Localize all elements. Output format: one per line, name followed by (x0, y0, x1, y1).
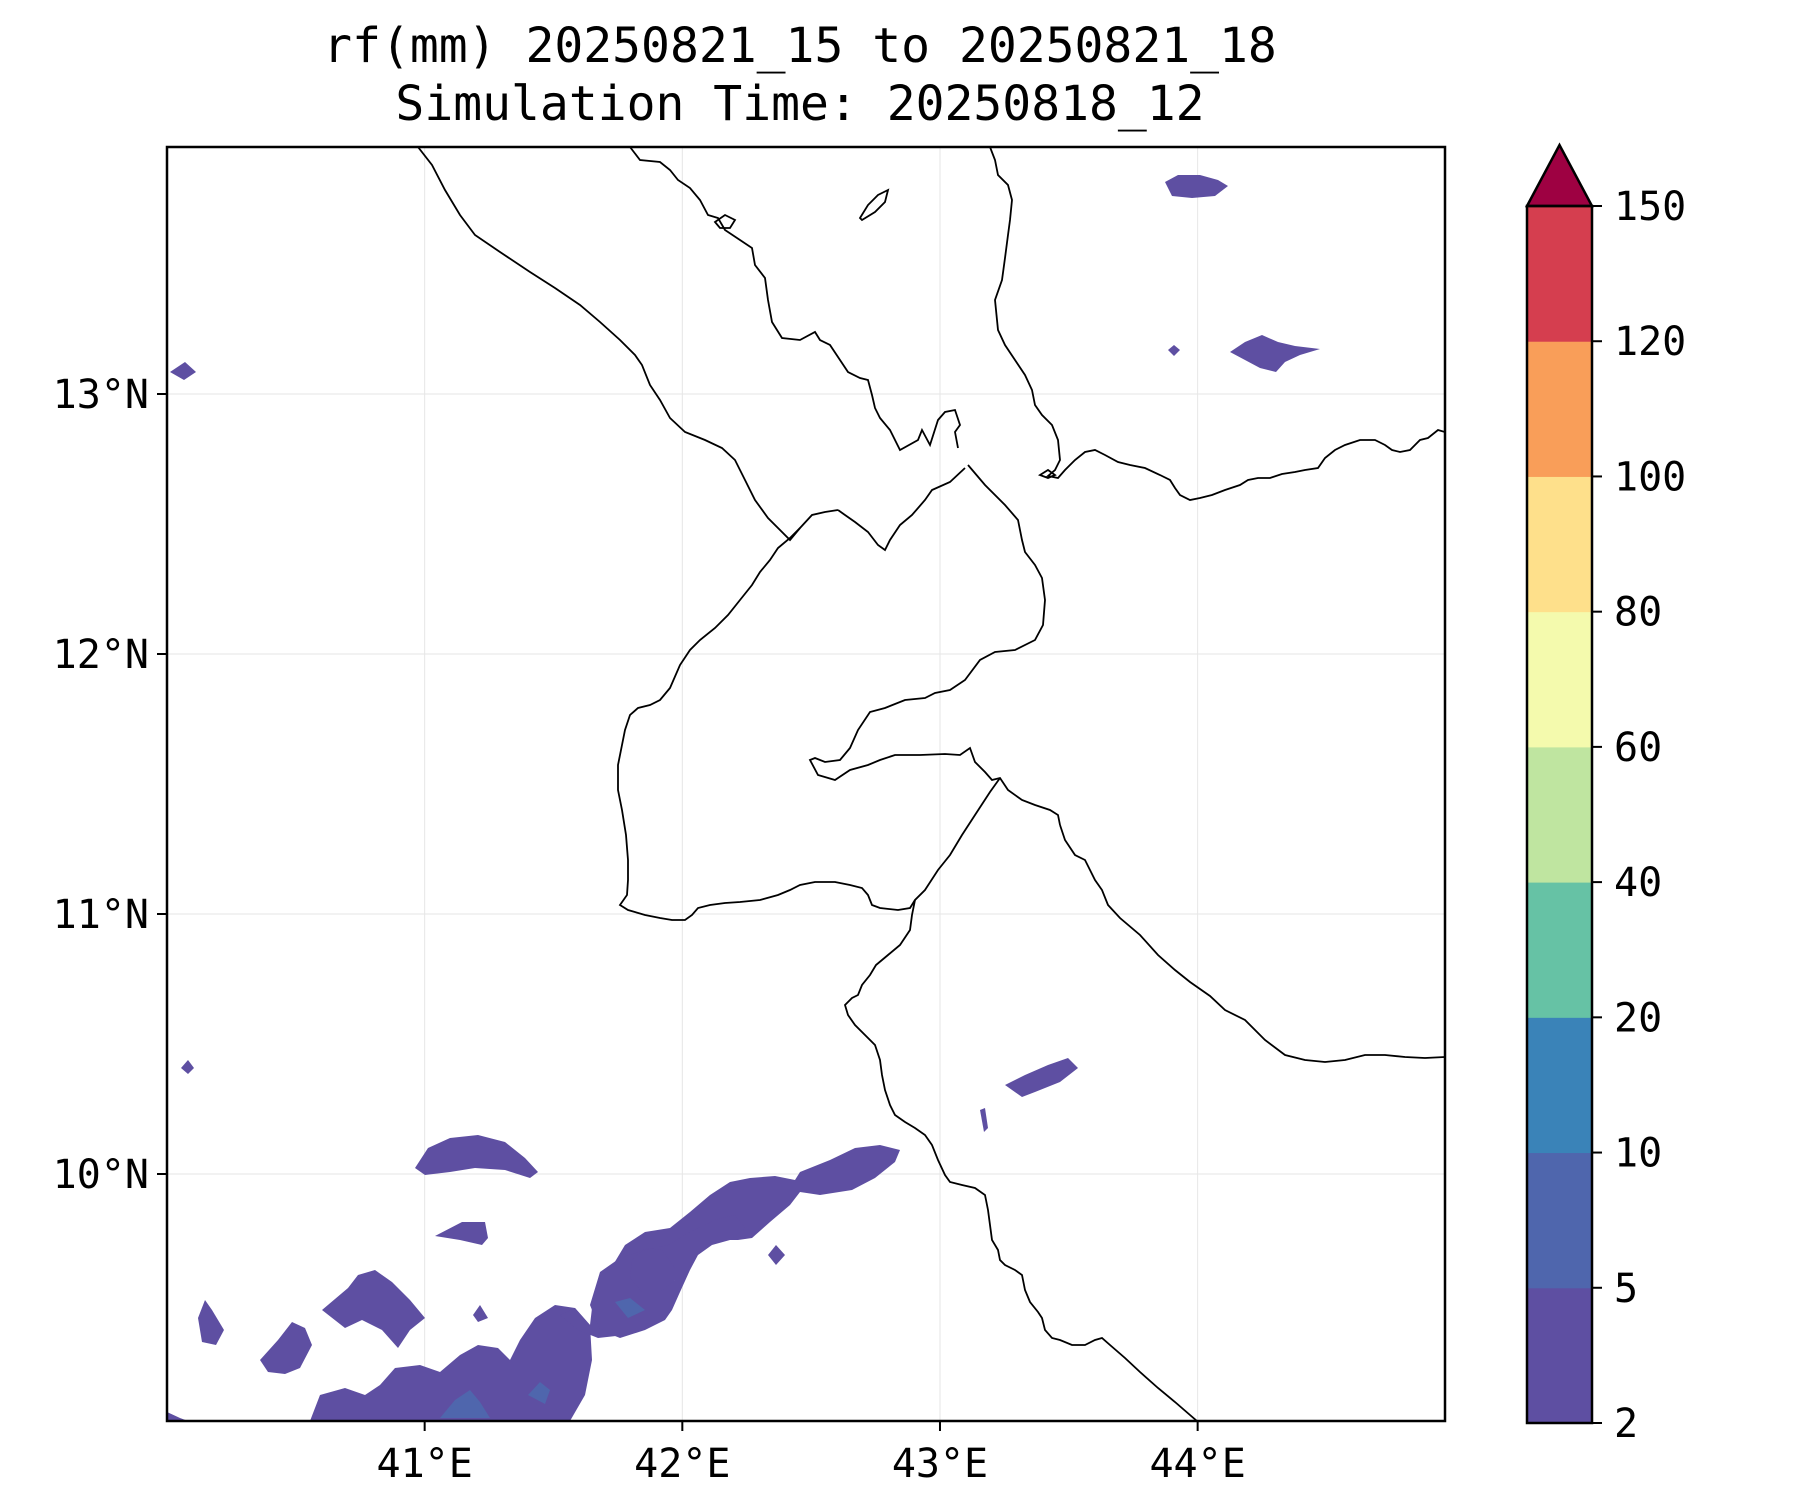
colorbar-frame (1525, 204, 1594, 1425)
colorbar-extend-arrow (1524, 142, 1595, 208)
map-title-line2: Simulation Time: 20250818_12 (395, 76, 1204, 132)
rain-area-central-chain (560, 1145, 900, 1338)
rain-area-sw-small-1 (198, 1300, 224, 1345)
rain-area-north-3 (1168, 345, 1180, 356)
rain-area-sw-cluster (310, 1305, 592, 1421)
colorbar-tick-label: 100 (1614, 454, 1686, 500)
rain-area-core-5mm (440, 1298, 645, 1418)
colorbar-segment (1527, 1152, 1592, 1289)
red-sea-west-coast (629, 147, 961, 452)
map-frame (165, 145, 1447, 1423)
somalia-ethiopia-border (843, 899, 1198, 1421)
tick-label-lat: 10°N (53, 1152, 149, 1198)
colorbar-tick-label: 2 (1614, 1401, 1638, 1447)
colorbar-tick-label: 150 (1614, 184, 1686, 230)
rainfall-areas (167, 175, 1320, 1421)
gulf-of-aden-coast (1059, 824, 1445, 1063)
gulf-of-tadjoura (808, 464, 1061, 826)
ethiopia-djibouti-border (617, 527, 1001, 921)
rain-area-west-edge (170, 362, 196, 380)
tick-label-lon: 44°E (1149, 1441, 1245, 1487)
tick-label-lat: 12°N (53, 632, 149, 678)
rain-area-north-1 (1165, 175, 1228, 198)
tick-label-lat: 13°N (53, 372, 149, 418)
colorbar-segment (1527, 882, 1592, 1018)
colorbar-segment (1527, 341, 1592, 477)
rain-area-west-dot (181, 1060, 194, 1074)
rain-area-west-10n (415, 1135, 538, 1178)
colorbar-tick-label: 80 (1614, 590, 1662, 636)
rain-area-mid-small (768, 1245, 785, 1265)
rain-area-sw-mid (322, 1270, 425, 1348)
graticule-gridlines (167, 147, 1445, 1421)
yemen-coast (989, 147, 1445, 501)
rain-area-sw-west (260, 1322, 312, 1374)
tick-label-lon: 41°E (376, 1441, 472, 1487)
map-background (167, 147, 1445, 1421)
colorbar-segment (1527, 1287, 1592, 1424)
colorbar-segment (1527, 611, 1592, 748)
rain-area-sw-corner (167, 1412, 188, 1421)
colorbar-ticks: 2 5 10 20 40 60 80 100 120 150 (1592, 184, 1686, 1447)
colorbar-tick-label: 10 (1614, 1131, 1662, 1177)
colorbar-segment (1527, 746, 1592, 883)
eritrea-ethiopia-border (417, 147, 839, 542)
latitude-ticks: 13°N 12°N 11°N 10°N (53, 372, 167, 1198)
tick-label-lat: 11°N (53, 892, 149, 938)
colorbar-tick-label: 40 (1614, 860, 1662, 906)
djibouti-eritrea-border (837, 467, 966, 552)
colorbar-tick-label: 60 (1614, 725, 1662, 771)
colorbar: 2 5 10 20 40 60 80 100 120 150 (1524, 142, 1686, 1447)
colorbar-segment (1527, 206, 1592, 342)
rain-area-sw-small-2 (473, 1305, 488, 1322)
red-sea-island (858, 188, 890, 222)
colorbar-segment (1527, 476, 1592, 613)
tick-label-lon: 42°E (634, 1441, 730, 1487)
tick-label-lon: 43°E (892, 1441, 988, 1487)
rain-area-north-2 (1230, 335, 1320, 372)
map-panel: 41°E 42°E 43°E 44°E 13°N 12°N 11°N 10°N (53, 145, 1447, 1487)
rain-area-east-sliver (980, 1108, 988, 1132)
map-title-line1: rf(mm) 20250821_15 to 20250821_18 (323, 18, 1277, 74)
rain-area-east-band (1005, 1058, 1078, 1097)
colorbar-tick-label: 120 (1614, 319, 1686, 365)
yemen-coast-islet (1037, 468, 1057, 479)
rain-area-west-small (435, 1222, 488, 1245)
longitude-ticks: 41°E 42°E 43°E 44°E (376, 1421, 1246, 1487)
colorbar-tick-label: 5 (1614, 1266, 1638, 1312)
colorbar-tick-label: 20 (1614, 995, 1662, 1041)
island-dahlak (713, 213, 737, 229)
coastlines-and-borders (417, 147, 1445, 1421)
colorbar-segment (1527, 1017, 1592, 1154)
colorbar-segments (1527, 206, 1592, 1424)
